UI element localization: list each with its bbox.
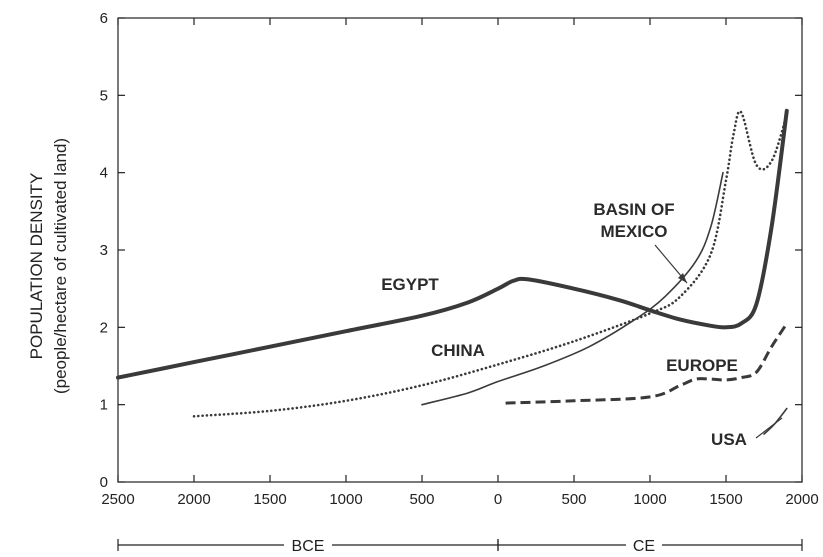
series-label-usa: USA	[711, 430, 747, 449]
arrowhead-icon	[678, 273, 687, 283]
series-label-basin-of-mexico-line2: MEXICO	[600, 222, 667, 241]
x-tick-label: 1500	[709, 491, 742, 508]
y-axis-title: POPULATION DENSITY	[27, 173, 46, 360]
axis-ticks: 2500 2000 1500 1000 500 0 500 1000 1500 2000 0 1 2 3 4…	[100, 10, 819, 508]
series-line-china	[421, 171, 724, 406]
x-tick-label: 1000	[633, 491, 666, 508]
y-tick-label: 3	[100, 242, 108, 259]
era-label-bce: BCE	[292, 538, 325, 555]
x-tick-label: 0	[494, 491, 502, 508]
series-labels: EGYPT CHINA BASIN OF MEXICO EUROPE USA	[381, 200, 783, 449]
era-label-ce: CE	[633, 538, 655, 555]
y-tick-label: 6	[100, 10, 108, 27]
x-tick-label: 2500	[101, 491, 134, 508]
era-bar: BCE CE	[117, 538, 803, 555]
series-label-china: CHINA	[431, 341, 485, 360]
leader-line-usa	[755, 417, 783, 439]
series-lines	[116, 108, 789, 435]
x-tick-label: 1500	[253, 491, 286, 508]
x-tick-label: 500	[409, 491, 434, 508]
x-tick-label: 1000	[329, 491, 362, 508]
x-tick-label: 2000	[177, 491, 210, 508]
series-label-egypt: EGYPT	[381, 275, 439, 294]
series-label-basin-of-mexico-line1: BASIN OF	[593, 200, 674, 219]
x-tick-label: 500	[561, 491, 586, 508]
y-tick-label: 0	[100, 474, 108, 491]
y-tick-label: 1	[100, 397, 108, 414]
series-line-europe	[505, 322, 789, 405]
series-line-basin-of-mexico	[192, 110, 789, 418]
series-label-europe: EUROPE	[666, 356, 738, 375]
y-tick-label: 2	[100, 319, 108, 336]
y-tick-label: 5	[100, 87, 108, 104]
series-line-egypt	[116, 108, 789, 380]
y-tick-label: 4	[100, 165, 108, 182]
y-axis-subtitle: (people/hectare of cultivated land)	[51, 138, 70, 394]
x-tick-label: 2000	[785, 491, 818, 508]
